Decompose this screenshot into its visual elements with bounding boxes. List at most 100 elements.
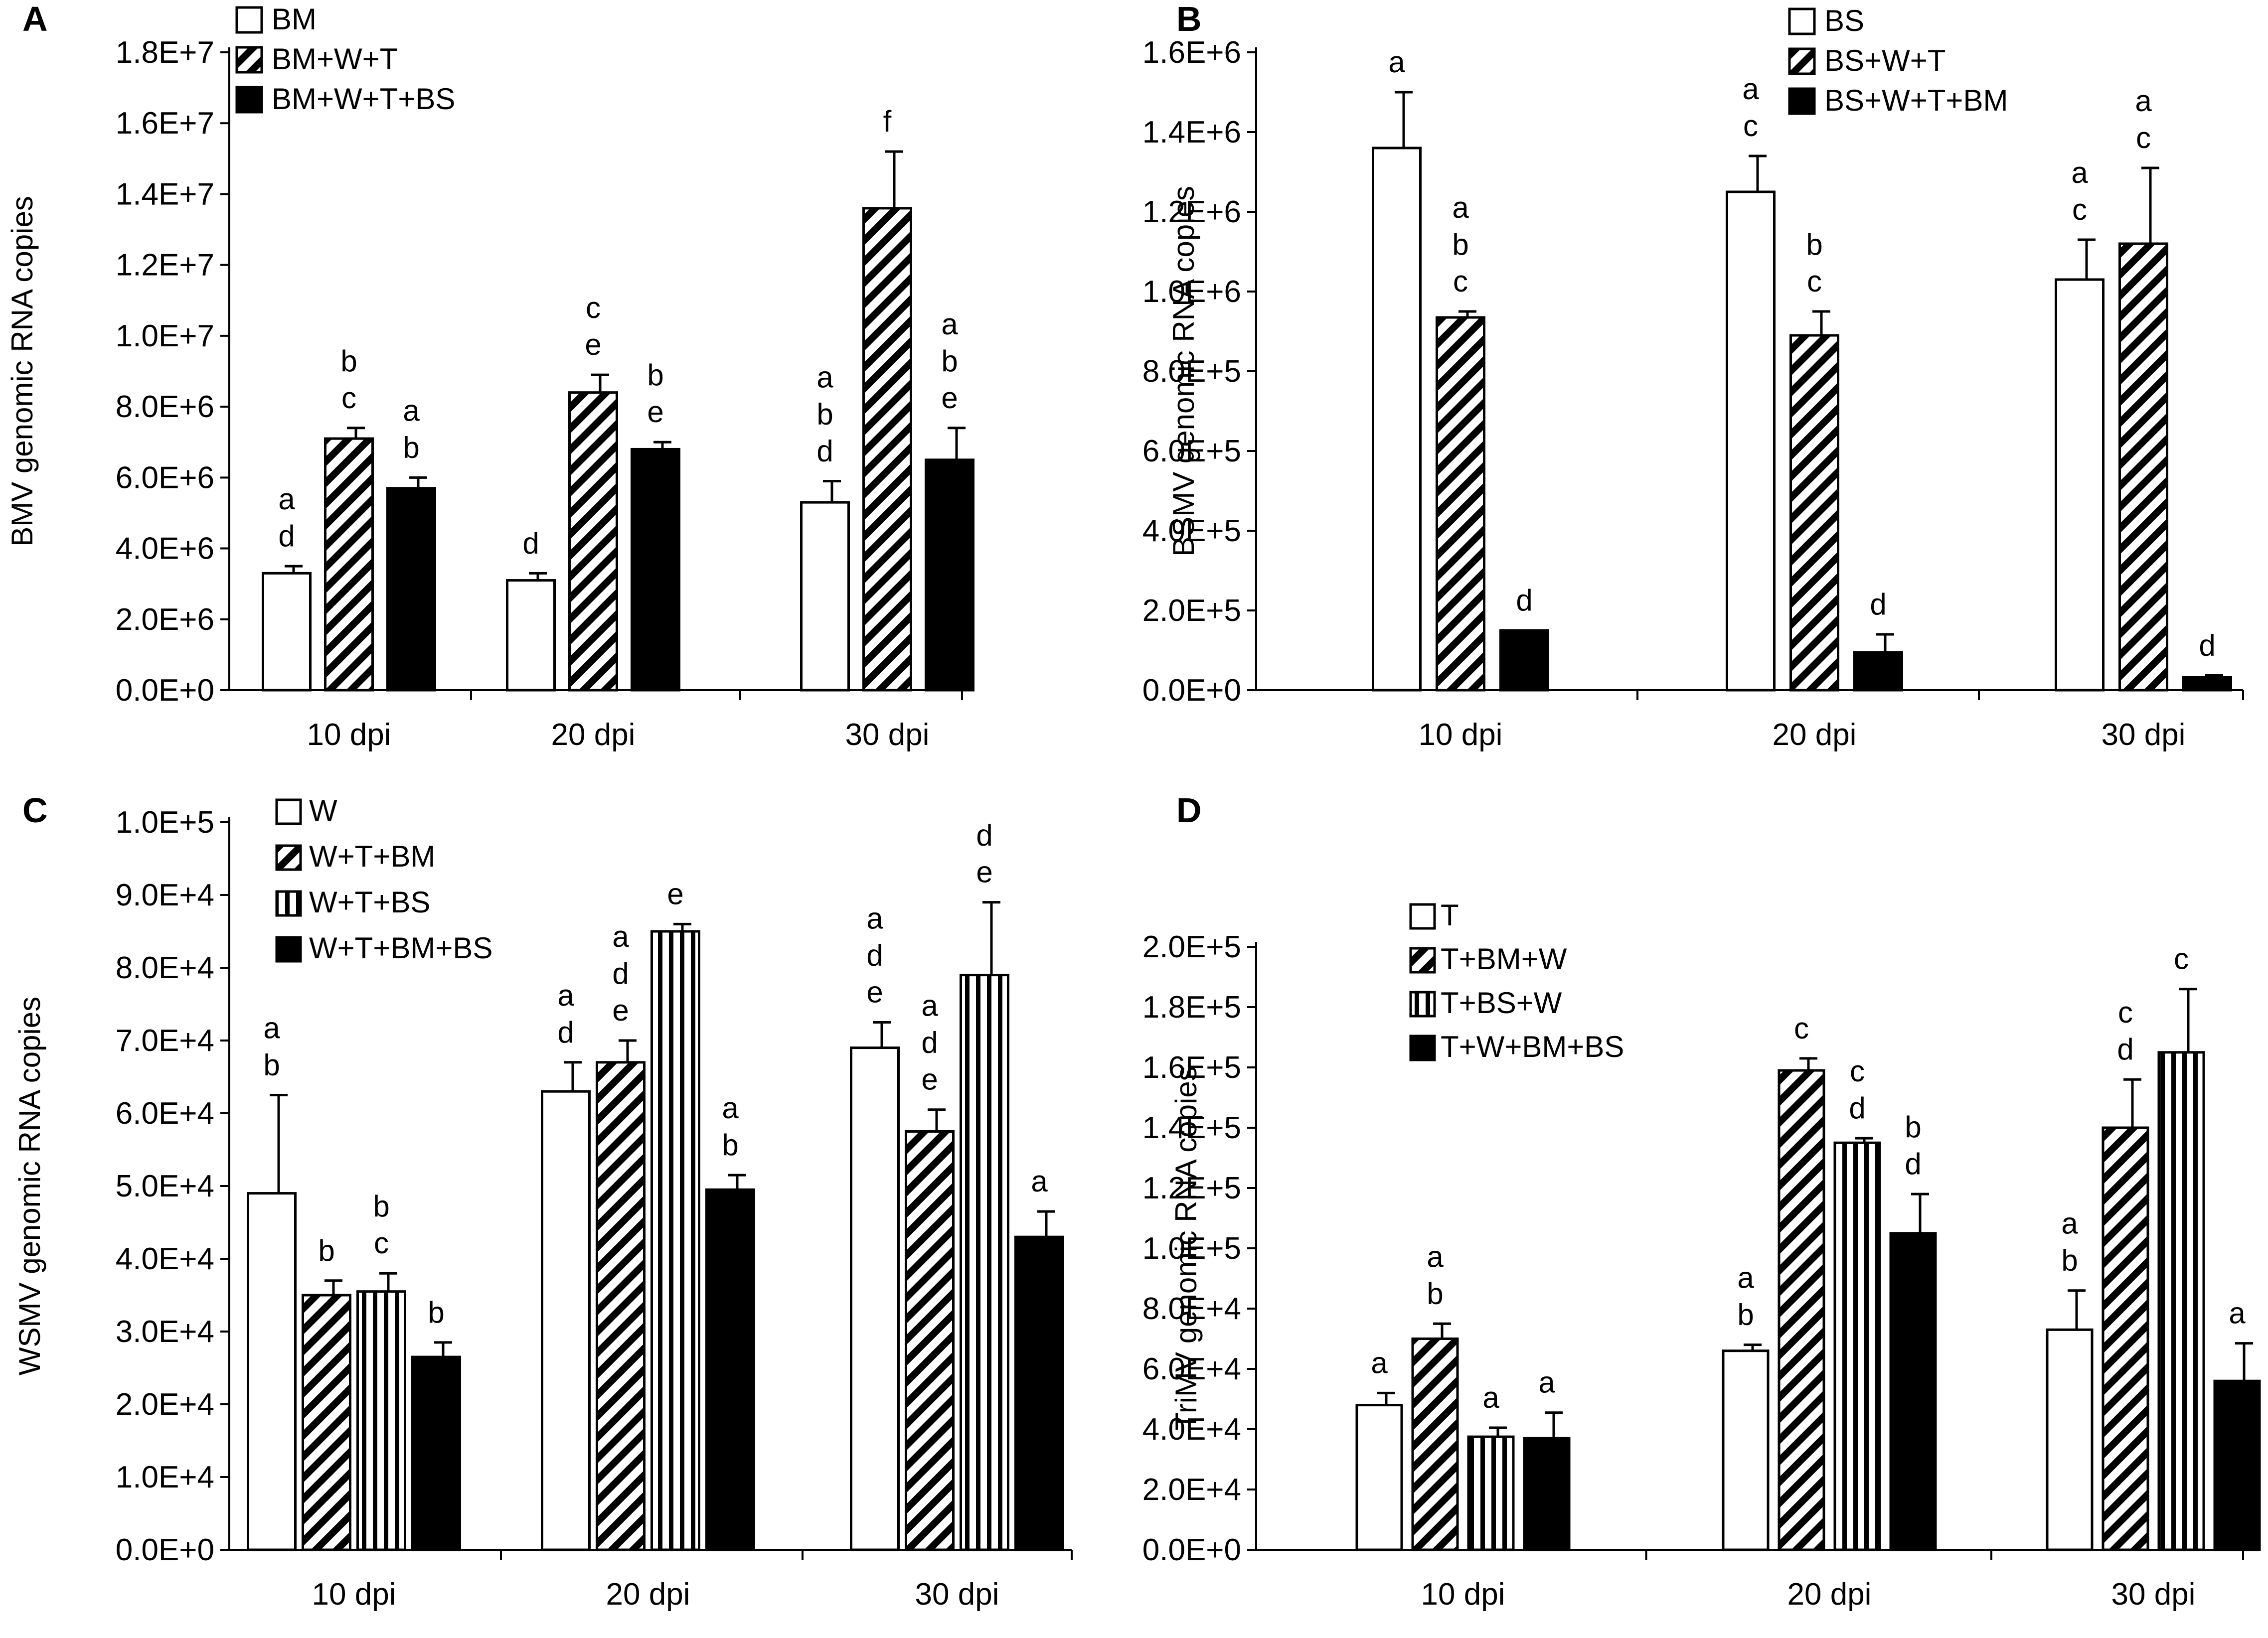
bar-w-t-bm-0: [302, 1294, 351, 1551]
bar-w-2: [850, 1046, 900, 1551]
y-tick-label: 6.0E+4: [116, 1096, 214, 1131]
significance-letter: a: [263, 1012, 280, 1045]
y-axis-label: BSMV genomic RNA copies: [1167, 186, 1200, 557]
bar-t-w-bm-bs-2: [2213, 1379, 2261, 1551]
significance-letter: b: [2061, 1244, 2078, 1277]
bar-t-bm-w-0: [1411, 1338, 1459, 1551]
x-tick-label: 20 dpi: [1773, 718, 1857, 752]
y-tick-label: 4.0E+5: [1142, 514, 1241, 548]
bar-w-t-bs-0: [356, 1290, 406, 1551]
legend-label: BM+W+T+BS: [272, 82, 455, 116]
significance-letter: a: [1742, 72, 1759, 106]
bar-bm-0: [262, 572, 312, 692]
significance-letter: b: [1905, 1110, 1921, 1144]
significance-letter: a: [403, 394, 420, 427]
legend: W W+T+BM W+T+BS W+T+BM+BS: [275, 794, 492, 965]
chart-panel-b: B BSMV genomic RNA copies 0.0E+0 2.0E+5 4.0E…: [1142, 0, 2244, 752]
legend-swatch: [275, 798, 302, 825]
legend-label: BM+W+T: [272, 42, 398, 76]
legend-swatch: [1409, 1035, 1436, 1061]
significance-letter: a: [2061, 1207, 2078, 1240]
y-tick-label: 7.0E+4: [116, 1024, 214, 1058]
legend-label: W+T+BM: [309, 840, 435, 873]
legend: BM BM+W+T BM+W+T+BS: [235, 2, 455, 116]
bar-bm-2: [800, 501, 850, 692]
bar-t-bm-w-2: [2102, 1126, 2149, 1551]
x-tick-label: 20 dpi: [551, 718, 636, 752]
bar-w-t-bs-1: [650, 930, 700, 1551]
y-axis-label: BMV genomic RNA copies: [5, 196, 39, 547]
significance-letter: b: [1737, 1298, 1754, 1332]
significance-letter: c: [2174, 942, 2189, 976]
x-tick-label: 30 dpi: [2102, 718, 2186, 752]
significance-letter: d: [557, 1016, 574, 1049]
significance-letter: c: [1453, 265, 1468, 298]
significance-letter: b: [816, 397, 833, 431]
significance-letter: a: [278, 482, 295, 516]
significance-letter: e: [976, 856, 992, 889]
y-tick-label: 1.0E+7: [116, 319, 214, 353]
y-tick-label: 2.0E+5: [1142, 930, 1241, 964]
bar-bm-w-t-bs-2: [925, 458, 974, 692]
bar-t-bs-w-1: [1833, 1141, 1881, 1551]
bar-t-bs-w-0: [1467, 1435, 1515, 1551]
y-tick-label: 1.0E+6: [1142, 275, 1241, 309]
significance-letter: d: [278, 519, 295, 553]
y-tick-label: 6.0E+6: [116, 460, 214, 495]
significance-letter: d: [1516, 584, 1532, 617]
y-tick-label: 1.0E+5: [1142, 1231, 1241, 1266]
legend-label: T+BM+W: [1441, 942, 1567, 976]
significance-letter: b: [941, 344, 958, 378]
legend-label: W+T+BS: [309, 886, 430, 919]
legend-swatch: [275, 890, 302, 917]
y-tick-label: 1.4E+5: [1142, 1111, 1241, 1145]
significance-letter: a: [722, 1091, 739, 1125]
significance-letter: d: [1905, 1147, 1921, 1181]
y-tick-label: 0.0E+0: [1142, 1533, 1241, 1567]
significance-letter: c: [1743, 109, 1758, 143]
legend-swatch: [1788, 7, 1816, 35]
legend-label: BS: [1824, 4, 1864, 37]
significance-letter: e: [941, 381, 958, 415]
bar-t-bs-w-2: [2157, 1051, 2205, 1551]
significance-letter: b: [318, 1234, 334, 1267]
significance-letter: a: [2135, 84, 2152, 118]
bar-bs-0: [1372, 147, 1422, 692]
bar-t-bm-w-1: [1778, 1069, 1825, 1551]
y-tick-label: 0.0E+0: [1142, 673, 1241, 708]
bar-bs-w-t-2: [2118, 242, 2168, 692]
legend-swatch: [275, 844, 302, 871]
legend-label: W+T+BM+BS: [309, 931, 492, 965]
bar-w-0: [247, 1192, 297, 1551]
significance-letter: a: [1538, 1366, 1555, 1399]
y-axis-label: WSMV genomic RNA copies: [13, 997, 46, 1375]
y-tick-label: 1.6E+7: [116, 106, 214, 141]
y-tick-label: 2.0E+5: [1142, 594, 1241, 628]
chart-panel-c: C WSMV genomic RNA copies 0.0E+0 1.0E+4 2.0E…: [13, 791, 1073, 1612]
bar-bs-w-t-1: [1789, 334, 1839, 692]
y-tick-label: 0.0E+0: [116, 673, 214, 708]
significance-letter: c: [586, 291, 601, 324]
significance-letter: c: [2072, 193, 2087, 226]
legend: BS BS+W+T BS+W+T+BM: [1788, 4, 2008, 117]
y-tick-label: 8.0E+4: [116, 951, 214, 985]
y-tick-label: 4.0E+6: [116, 532, 214, 566]
bar-bs-w-t-bm-0: [1499, 629, 1549, 692]
significance-letter: e: [585, 328, 601, 361]
significance-letter: a: [866, 902, 883, 935]
x-tick-label: 20 dpi: [1787, 1577, 1872, 1612]
significance-letter: d: [921, 1026, 938, 1059]
significance-letter: a: [1427, 1240, 1444, 1273]
significance-letter: d: [976, 819, 992, 852]
y-tick-label: 0.0E+0: [116, 1533, 214, 1567]
legend-swatch: [235, 86, 263, 114]
bar-w-t-bm-bs-0: [411, 1355, 461, 1551]
y-tick-label: 8.0E+4: [1142, 1292, 1241, 1326]
legend-swatch: [1788, 87, 1816, 115]
legend-label: T+BS+W: [1441, 986, 1562, 1020]
significance-letter: d: [816, 434, 833, 467]
significance-letter: c: [2118, 996, 2133, 1029]
significance-letter: c: [1807, 265, 1822, 298]
significance-letter: a: [941, 307, 958, 341]
significance-letter: b: [263, 1048, 280, 1082]
